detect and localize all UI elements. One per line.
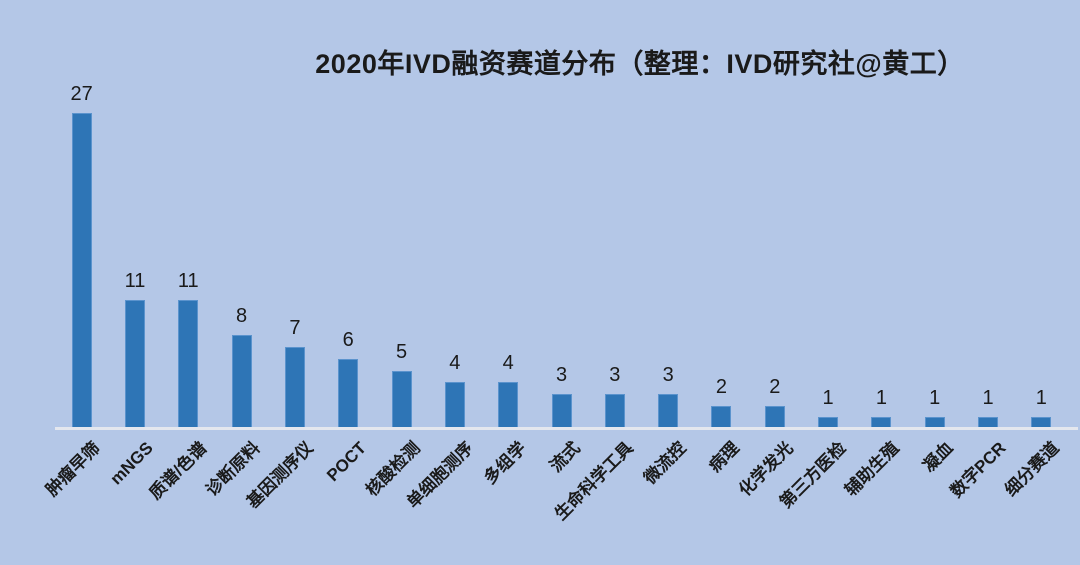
x-axis-label: 单细胞测序 bbox=[403, 438, 477, 512]
x-axis-label: POCT bbox=[323, 438, 370, 486]
bar-value-label: 11 bbox=[124, 270, 146, 293]
bar bbox=[284, 347, 305, 429]
x-axis-label: 流式 bbox=[545, 438, 584, 476]
bar-value-label: 6 bbox=[342, 328, 354, 351]
x-axis-label: 化学发光 bbox=[734, 438, 797, 500]
bar-value-label: 27 bbox=[70, 83, 93, 106]
bar-value-label: 7 bbox=[289, 317, 301, 340]
plot-area: 27 11 11 8 7 6 5 4 4 3 3 3 2 2 1 1 1 1 1 bbox=[55, 0, 1068, 429]
bar-value-label: 3 bbox=[609, 363, 621, 386]
x-axis-label: 诊断原料 bbox=[201, 438, 264, 500]
x-axis-line bbox=[55, 427, 1078, 430]
x-axis-label: 辅助生殖 bbox=[841, 438, 904, 500]
bar-value-label: 2 bbox=[715, 375, 727, 398]
bar-value-label: 5 bbox=[395, 340, 408, 363]
x-axis-label: 微流控 bbox=[640, 438, 690, 488]
bar bbox=[444, 382, 465, 429]
bar bbox=[551, 393, 572, 429]
bar-value-label: 3 bbox=[555, 363, 568, 386]
x-axis-label: 质谱/色谱 bbox=[145, 438, 211, 504]
x-axis-label: 病理 bbox=[705, 438, 744, 476]
bar bbox=[391, 370, 412, 429]
bar bbox=[178, 300, 199, 429]
x-axis-label: 细分赛道 bbox=[1001, 438, 1064, 500]
bar bbox=[498, 382, 519, 429]
bar-value-label: 1 bbox=[982, 387, 994, 410]
x-axis-label: 数字PCR bbox=[946, 438, 1010, 502]
chart-title: 2020年IVD融资赛道分布（整理：IVD研究社@黄工） bbox=[315, 49, 965, 79]
x-axis-label: 生命科学工具 bbox=[550, 438, 637, 524]
x-axis-label: 肿瘤早筛 bbox=[41, 438, 104, 500]
x-axis-label: mNGS bbox=[106, 438, 157, 489]
bar bbox=[231, 335, 252, 429]
x-axis-label: 多组学 bbox=[480, 438, 530, 488]
x-axis-label: 第三方医检 bbox=[776, 438, 850, 512]
x-axis-label: 基因测序仪 bbox=[243, 438, 317, 512]
bar-value-label: 1 bbox=[822, 387, 834, 410]
bar-value-label: 4 bbox=[502, 352, 514, 375]
bar-value-label: 3 bbox=[662, 363, 674, 386]
bar-value-label: 11 bbox=[177, 270, 199, 293]
bar-value-label: 8 bbox=[236, 305, 248, 328]
bar bbox=[604, 393, 625, 429]
bar bbox=[764, 405, 785, 429]
bar bbox=[71, 113, 92, 429]
bar-value-label: 1 bbox=[875, 387, 887, 410]
bar bbox=[124, 300, 145, 429]
x-axis-label: 核酸检测 bbox=[361, 438, 424, 500]
bar bbox=[658, 393, 679, 429]
bar-value-label: 1 bbox=[1035, 387, 1047, 410]
bar-value-label: 4 bbox=[449, 352, 461, 375]
bar bbox=[711, 405, 732, 429]
x-axis-label: 凝血 bbox=[918, 438, 957, 476]
bar-value-label: 2 bbox=[769, 375, 781, 398]
bar bbox=[338, 358, 359, 429]
bar-value-label: 1 bbox=[929, 387, 941, 410]
